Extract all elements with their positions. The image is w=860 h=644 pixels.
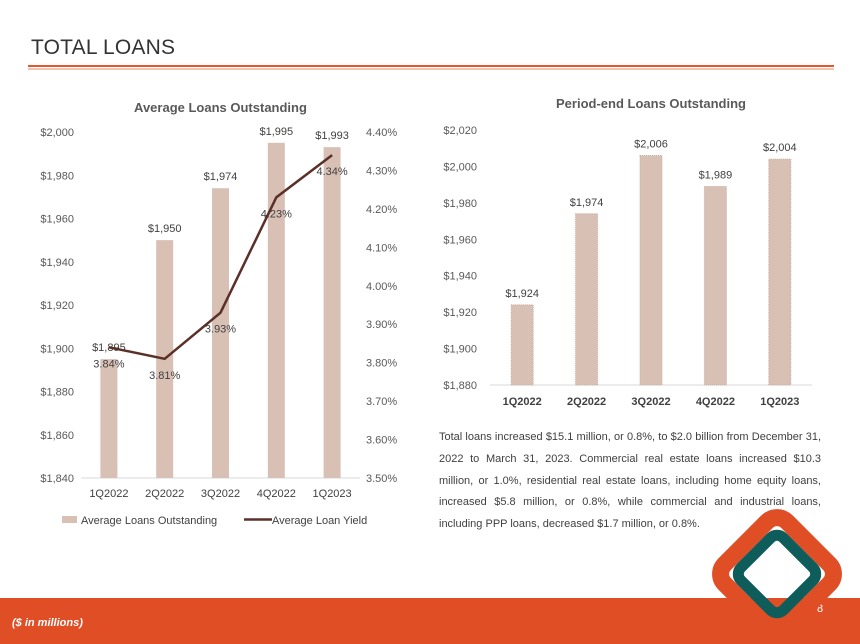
x-tick-label: 1Q2023 xyxy=(313,488,352,500)
bar xyxy=(768,158,792,386)
x-tick-label: 3Q2022 xyxy=(201,488,240,500)
title-underline xyxy=(28,65,834,70)
chart-title: Period-end Loans Outstanding xyxy=(556,96,746,111)
bar-value-label: $1,989 xyxy=(699,169,733,181)
bar-value-label: $1,995 xyxy=(259,126,293,138)
bar-value-label: $1,974 xyxy=(204,171,238,183)
y-tick-label: $1,880 xyxy=(443,380,477,392)
y2-tick-label: 3.70% xyxy=(366,396,397,408)
bar-value-label: $1,974 xyxy=(570,197,604,209)
yield-point-label: 3.84% xyxy=(93,358,124,370)
x-tick-label: 1Q2023 xyxy=(760,396,799,408)
y-tick-label: $1,900 xyxy=(40,343,74,355)
average-loans-chart: Average Loans Outstanding $1,840 $1,860 $1,… xyxy=(40,100,397,527)
bar-value-label: $1,993 xyxy=(315,130,349,142)
y2-tick-label: 4.20% xyxy=(366,204,397,216)
y2-tick-label: 3.50% xyxy=(366,473,397,485)
y-tick-label: $1,960 xyxy=(40,214,74,226)
y-tick-label: $2,000 xyxy=(40,127,74,139)
x-tick-label: 4Q2022 xyxy=(257,488,296,500)
bar-value-label: $2,006 xyxy=(634,139,668,151)
y-tick-label: $1,960 xyxy=(443,234,477,246)
logo-inner-diamond xyxy=(732,529,822,619)
bar xyxy=(703,185,727,386)
bar-value-label: $2,004 xyxy=(763,142,797,154)
chart-title: Average Loans Outstanding xyxy=(134,100,307,115)
bar xyxy=(639,155,663,386)
y2-tick-label: 3.90% xyxy=(366,319,397,331)
y-tick-label: $1,920 xyxy=(443,307,477,319)
y-tick-label: $1,920 xyxy=(40,300,74,312)
x-tick-label: 3Q2022 xyxy=(631,396,670,408)
legend-line-label: Average Loan Yield xyxy=(272,515,367,527)
y-tick-label: $1,900 xyxy=(443,344,477,356)
y-tick-label: $1,980 xyxy=(40,170,74,182)
y-tick-label: $1,840 xyxy=(40,473,74,485)
company-logo-icon xyxy=(712,509,842,639)
bar xyxy=(323,147,341,478)
y2-tick-label: 4.10% xyxy=(366,242,397,254)
legend-bar-label: Average Loans Outstanding xyxy=(81,515,217,527)
y-tick-label: $2,000 xyxy=(443,161,477,173)
x-tick-label: 1Q2022 xyxy=(503,396,542,408)
y-tick-label: $1,880 xyxy=(40,387,74,399)
units-footnote: ($ in millions) xyxy=(12,617,83,629)
yield-point-label: 4.34% xyxy=(316,166,347,178)
bar xyxy=(267,142,285,478)
x-tick-label: 2Q2022 xyxy=(145,488,184,500)
y2-tick-label: 3.80% xyxy=(366,358,397,370)
period-end-loans-chart: Period-end Loans Outstanding $1,880 $1,900… xyxy=(443,96,812,408)
bar xyxy=(510,304,534,386)
bar-value-label: $1,950 xyxy=(148,223,182,235)
page-title: TOTAL LOANS xyxy=(31,36,176,59)
page-number: 8 xyxy=(817,603,824,615)
yield-point-label: 3.81% xyxy=(149,370,180,382)
footer-bar xyxy=(0,598,860,644)
bar-value-label: $1,924 xyxy=(505,288,539,300)
logo-outer-diamond xyxy=(712,509,842,639)
x-tick-label: 1Q2022 xyxy=(89,488,128,500)
yield-line xyxy=(108,154,333,361)
x-tick-label: 2Q2022 xyxy=(567,396,606,408)
yield-point-label: 3.93% xyxy=(205,324,236,336)
y-tick-label: $1,940 xyxy=(40,257,74,269)
y-tick-label: $1,980 xyxy=(443,198,477,210)
bar xyxy=(575,213,599,386)
y-tick-label: $1,940 xyxy=(443,271,477,283)
y-tick-label: $2,020 xyxy=(443,125,477,137)
y2-tick-label: 3.60% xyxy=(366,435,397,447)
y2-tick-label: 4.40% xyxy=(366,127,397,139)
x-tick-label: 4Q2022 xyxy=(696,396,735,408)
y-tick-label: $1,860 xyxy=(40,430,74,442)
loans-summary-text: Total loans increased $15.1 million, or … xyxy=(439,431,821,531)
bar xyxy=(212,188,229,478)
bar xyxy=(100,359,118,478)
y2-tick-label: 4.30% xyxy=(366,165,397,177)
yield-point-label: 4.23% xyxy=(261,208,292,220)
y2-tick-label: 4.00% xyxy=(366,281,397,293)
legend-bar-swatch xyxy=(62,516,77,523)
